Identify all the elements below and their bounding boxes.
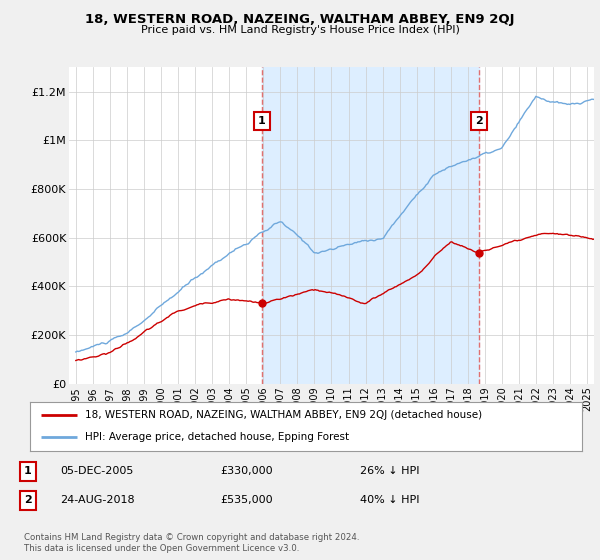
Text: HPI: Average price, detached house, Epping Forest: HPI: Average price, detached house, Eppi…: [85, 432, 349, 442]
Text: 1: 1: [258, 116, 266, 126]
Text: 18, WESTERN ROAD, NAZEING, WALTHAM ABBEY, EN9 2QJ (detached house): 18, WESTERN ROAD, NAZEING, WALTHAM ABBEY…: [85, 410, 482, 420]
Text: 05-DEC-2005: 05-DEC-2005: [60, 466, 133, 477]
Text: £330,000: £330,000: [220, 466, 272, 477]
Text: 26% ↓ HPI: 26% ↓ HPI: [360, 466, 419, 477]
Text: Price paid vs. HM Land Registry's House Price Index (HPI): Price paid vs. HM Land Registry's House …: [140, 25, 460, 35]
Bar: [262, 67, 479, 384]
Text: Contains HM Land Registry data © Crown copyright and database right 2024.
This d: Contains HM Land Registry data © Crown c…: [24, 533, 359, 553]
Text: £535,000: £535,000: [220, 495, 272, 505]
Text: 24-AUG-2018: 24-AUG-2018: [60, 495, 134, 505]
Text: 1: 1: [24, 466, 32, 477]
Text: 2: 2: [475, 116, 483, 126]
Text: 2: 2: [24, 495, 32, 505]
Text: 40% ↓ HPI: 40% ↓ HPI: [360, 495, 419, 505]
Text: 18, WESTERN ROAD, NAZEING, WALTHAM ABBEY, EN9 2QJ: 18, WESTERN ROAD, NAZEING, WALTHAM ABBEY…: [85, 13, 515, 26]
